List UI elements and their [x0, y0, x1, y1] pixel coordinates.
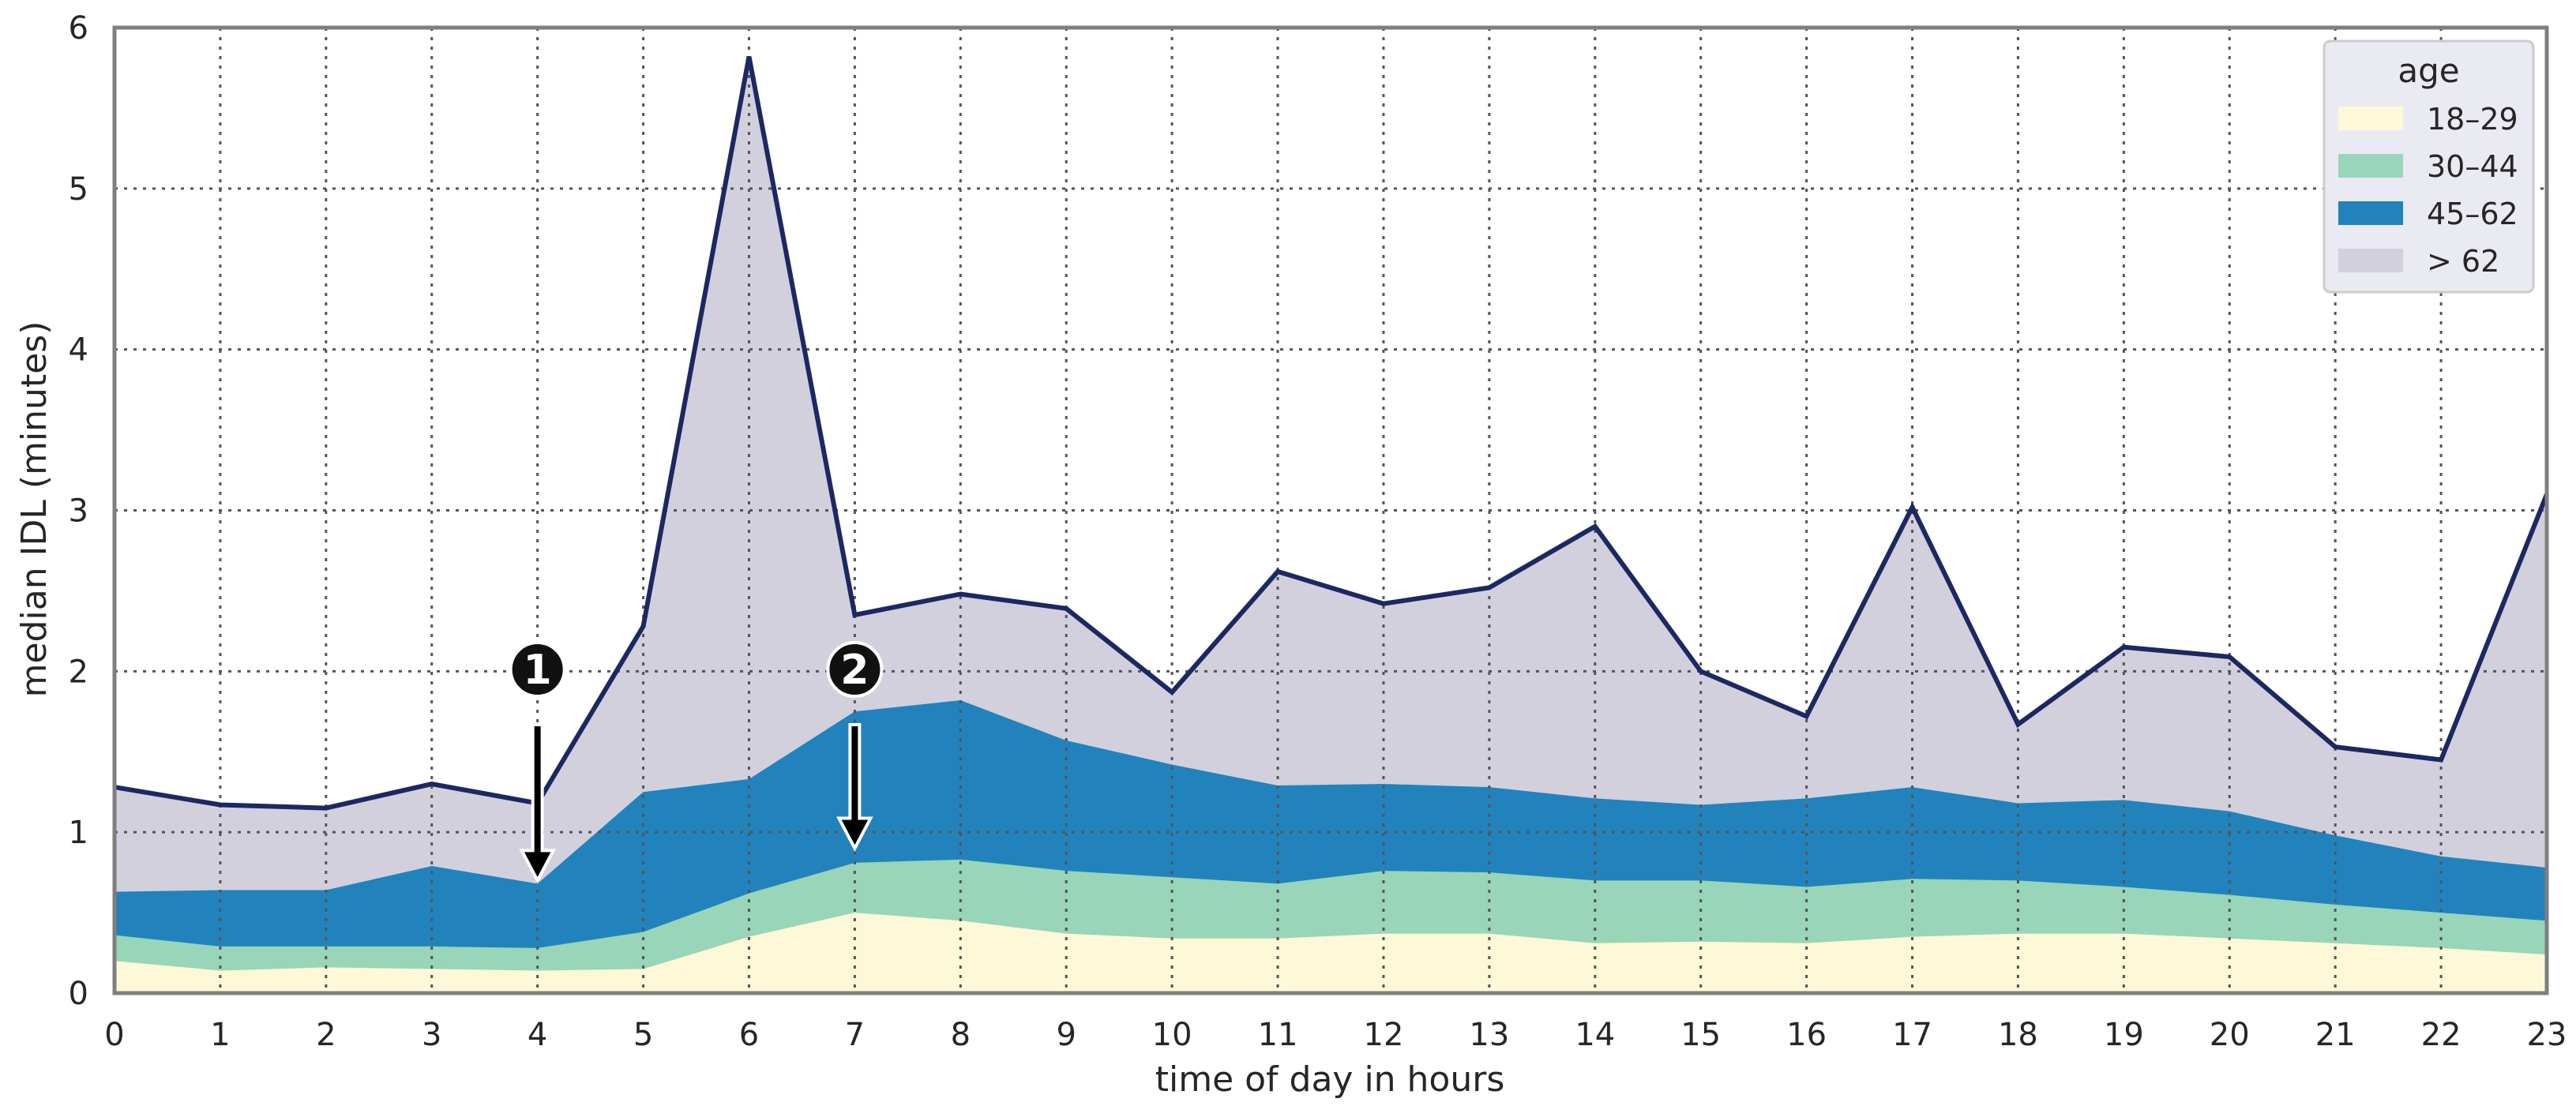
y-tick-label-6: 6	[69, 10, 88, 47]
x-tick-label-15: 15	[1680, 1017, 1721, 1053]
x-tick-label-12: 12	[1364, 1017, 1404, 1053]
area-18-29	[115, 913, 2547, 993]
x-tick-label-11: 11	[1258, 1017, 1298, 1053]
x-tick-label-17: 17	[1892, 1017, 1932, 1053]
x-tick-label-20: 20	[2210, 1017, 2250, 1053]
x-tick-label-21: 21	[2315, 1017, 2356, 1053]
legend-label: 30–44	[2427, 149, 2518, 184]
x-tick-label-5: 5	[633, 1017, 653, 1053]
x-axis-label: time of day in hours	[1155, 1059, 1505, 1100]
legend-swatch	[2338, 107, 2403, 130]
y-tick-label-5: 5	[69, 171, 88, 208]
annotation-label: 2	[840, 647, 869, 694]
annotation-marker	[509, 641, 566, 698]
x-tick-label-16: 16	[1786, 1017, 1827, 1053]
x-tick-label-8: 8	[951, 1017, 971, 1053]
x-tick-label-7: 7	[845, 1017, 865, 1053]
y-tick-label-3: 3	[69, 493, 88, 530]
series-lines	[114, 56, 2549, 811]
x-tick-label-23: 23	[2527, 1017, 2567, 1053]
x-tick-label-18: 18	[1998, 1017, 2038, 1053]
legend-item-45-62: 45–62	[2338, 197, 2518, 231]
x-tick-label-14: 14	[1575, 1017, 1615, 1053]
legend-label: > 62	[2427, 244, 2499, 279]
legend-title: age	[2398, 51, 2459, 90]
down-arrow-icon	[519, 723, 556, 884]
legend-item-30-44: 30–44	[2338, 149, 2518, 184]
x-tick-label-19: 19	[2104, 1017, 2144, 1053]
legend-swatch	[2338, 249, 2403, 272]
annotation-1: 1	[509, 641, 566, 884]
legend-label: 45–62	[2427, 197, 2518, 231]
x-tick-label-13: 13	[1469, 1017, 1509, 1053]
legend-swatch	[2338, 201, 2403, 225]
x-tick-label-3: 3	[422, 1017, 441, 1053]
down-arrow-icon	[836, 723, 873, 852]
legend-swatch	[2338, 154, 2403, 178]
x-tick-label-6: 6	[739, 1017, 759, 1053]
y-tick-label-4: 4	[69, 332, 88, 369]
x-tick-label-0: 0	[104, 1017, 124, 1053]
legend-label: 18–29	[2427, 102, 2518, 137]
legend-item-18-29: 18–29	[2338, 102, 2518, 137]
x-tick-label-4: 4	[528, 1017, 547, 1053]
legend-item-62: > 62	[2338, 244, 2499, 279]
axes-frame	[112, 25, 2549, 995]
legend: age 18–29 30–44 45–62 > 62	[2323, 39, 2535, 294]
x-tick-label-1: 1	[210, 1017, 230, 1053]
x-tick-labels: 0 1 2 3 4 5 6 7 8 9 10 11 12 13 14 15 16 17 18 19 20 21 22 23	[104, 1017, 2567, 1053]
x-tick-label-22: 22	[2421, 1017, 2461, 1053]
y-tick-label-1: 1	[69, 815, 88, 851]
annotation-2: 2	[826, 641, 884, 852]
x-tick-label-2: 2	[316, 1017, 336, 1053]
y-tick-label-0: 0	[69, 976, 88, 1012]
y-tick-labels: 0 1 2 3 4 5 6	[69, 10, 88, 1012]
annotation-marker	[826, 641, 884, 698]
y-axis-label: median IDL (minutes)	[14, 321, 54, 698]
annotation-label: 1	[524, 647, 552, 694]
plot-frame	[112, 25, 2549, 995]
legend-box	[2323, 39, 2535, 294]
series-line-62	[114, 56, 2549, 811]
area-62	[115, 56, 2547, 994]
x-tick-label-9: 9	[1056, 1017, 1076, 1053]
x-tick-label-10: 10	[1152, 1017, 1192, 1053]
y-tick-label-2: 2	[69, 654, 88, 690]
